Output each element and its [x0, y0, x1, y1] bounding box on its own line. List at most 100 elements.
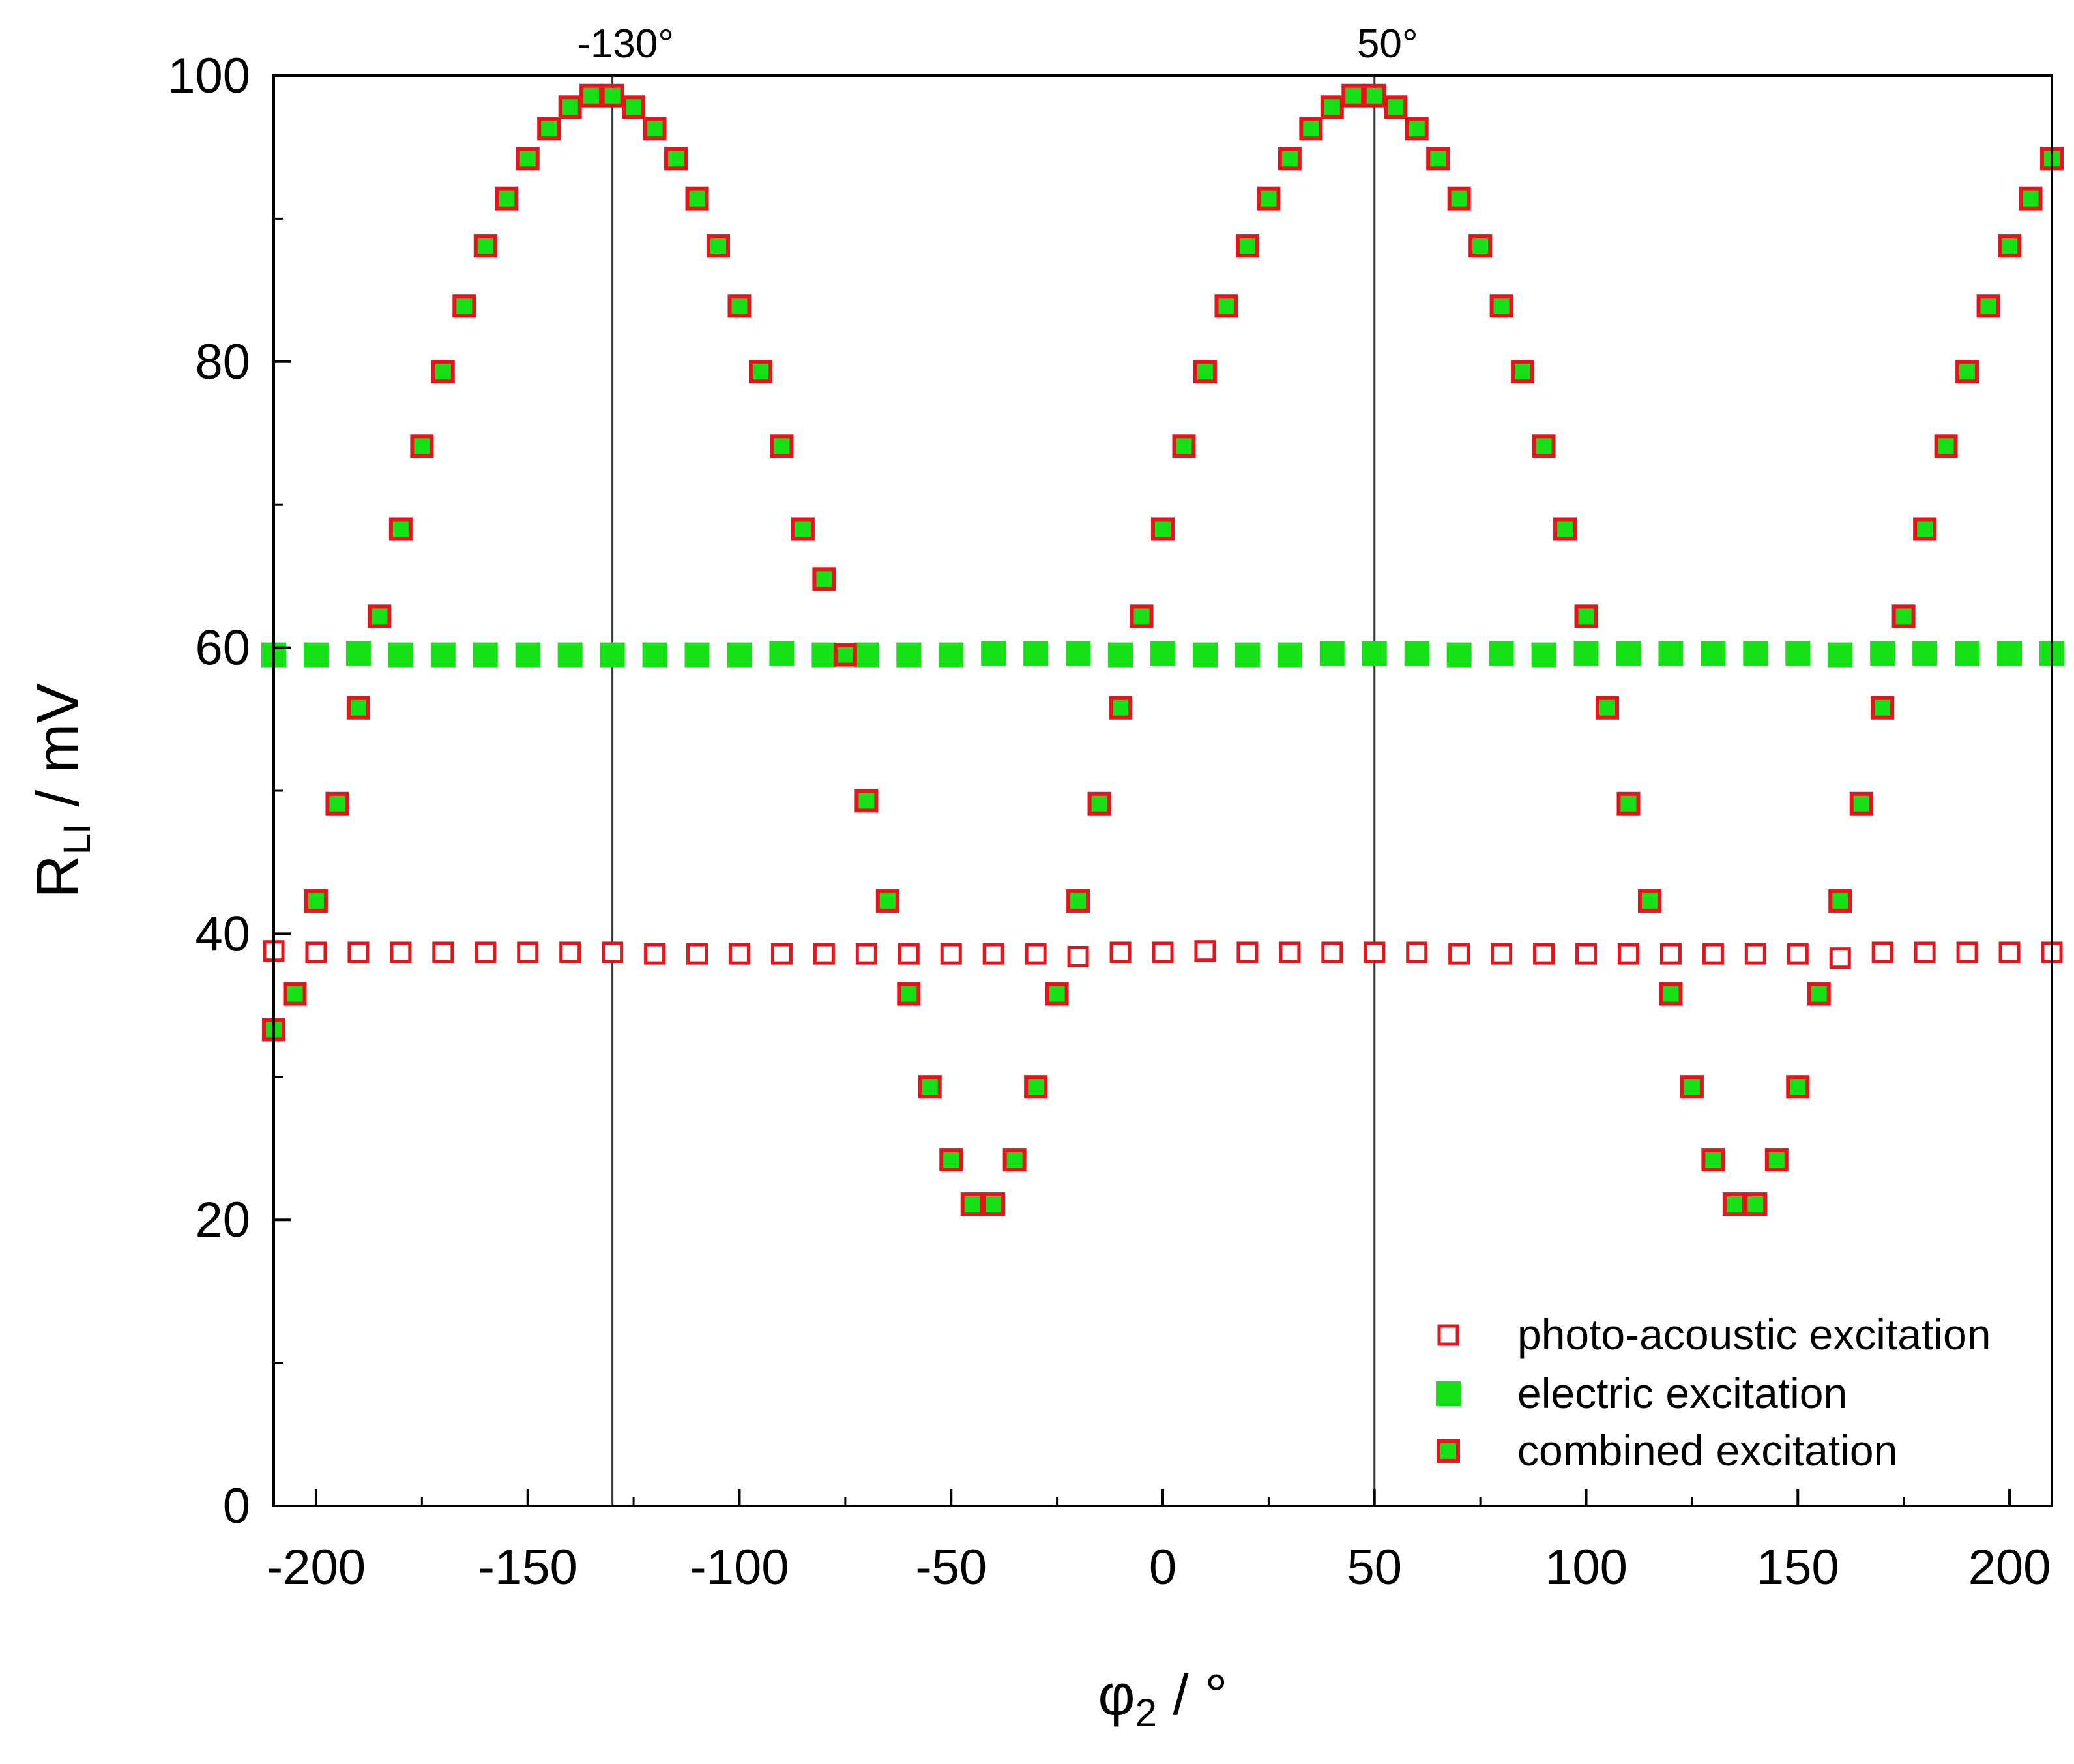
data-point-photo-acoustic: [517, 941, 539, 963]
data-point-photo-acoustic: [1194, 940, 1216, 962]
data-point-electric: [1658, 641, 1684, 666]
series-electric-excitation: [261, 641, 2064, 668]
data-point-photo-acoustic: [1279, 941, 1301, 963]
data-point-electric: [388, 642, 413, 668]
data-point-electric: [1785, 641, 1811, 666]
data-point-combined: [2019, 186, 2043, 211]
x-axis-title: φ2 / °: [1098, 1662, 1228, 1735]
data-point-photo-acoustic: [1533, 943, 1555, 965]
y-tick-label: 80: [195, 334, 250, 390]
data-point-combined: [1934, 434, 1958, 458]
data-point-electric: [769, 641, 795, 666]
data-point-electric: [1234, 642, 1260, 668]
data-point-electric: [727, 642, 752, 668]
series-layer: [261, 83, 2064, 1216]
data-point-combined: [1722, 1192, 1746, 1216]
data-point-photo-acoustic: [432, 941, 454, 963]
data-point-combined: [1489, 294, 1513, 318]
data-point-combined: [368, 604, 392, 628]
data-point-combined: [960, 1192, 984, 1216]
data-point-photo-acoustic: [1448, 943, 1470, 965]
data-point-combined: [1362, 83, 1386, 108]
data-point-electric: [600, 642, 625, 668]
data-point-combined: [1278, 147, 1302, 171]
data-point-combined: [579, 83, 604, 108]
data-point-combined: [1130, 604, 1154, 628]
data-point-combined: [918, 1075, 942, 1099]
data-point-combined: [346, 696, 370, 720]
x-tick-label: 150: [1757, 1540, 1839, 1595]
data-point-photo-acoustic: [602, 941, 624, 963]
data-point-photo-acoustic: [1659, 943, 1682, 965]
data-point-electric: [1192, 642, 1218, 668]
data-point-electric: [1319, 641, 1345, 666]
data-point-electric: [345, 641, 371, 666]
x-tick-label: -50: [915, 1540, 987, 1595]
data-point-photo-acoustic: [1491, 943, 1513, 965]
data-point-photo-acoustic: [1321, 941, 1343, 963]
legend-marker-photo-acoustic: [1437, 1324, 1459, 1346]
data-point-combined: [1468, 234, 1493, 258]
data-point-combined: [1976, 294, 2000, 318]
series-combined-excitation: [262, 83, 2064, 1216]
data-point-photo-acoustic: [1617, 943, 1639, 965]
data-point-combined: [325, 791, 349, 816]
data-point-combined: [1405, 117, 1429, 141]
data-point-combined: [1384, 95, 1408, 119]
data-point-combined: [1807, 982, 1831, 1006]
data-point-combined: [1320, 95, 1344, 119]
x-tick-label: 0: [1149, 1540, 1176, 1595]
y-tick-label: 60: [195, 621, 250, 676]
data-point-photo-acoustic: [1744, 943, 1766, 965]
data-point-photo-acoustic: [390, 941, 412, 963]
data-point-combined: [1998, 234, 2022, 258]
data-point-combined: [1828, 889, 1852, 913]
data-point-combined: [1087, 791, 1111, 816]
data-point-electric: [1023, 641, 1049, 666]
data-point-photo-acoustic: [305, 941, 327, 963]
data-point-combined: [1913, 517, 1937, 541]
data-point-photo-acoustic: [686, 943, 708, 965]
data-point-combined: [600, 83, 624, 108]
data-point-photo-acoustic: [1702, 943, 1724, 965]
data-point-photo-acoustic: [347, 941, 370, 963]
data-point-photo-acoustic: [1109, 941, 1132, 963]
data-point-combined: [1045, 982, 1069, 1006]
data-point-combined: [1151, 517, 1175, 541]
data-point-electric: [1743, 641, 1768, 666]
data-point-combined: [1447, 186, 1471, 211]
x-axis-title-rest: / °: [1157, 1662, 1228, 1727]
data-point-combined: [431, 360, 455, 384]
data-point-combined: [1193, 360, 1217, 384]
data-point-photo-acoustic: [1236, 941, 1259, 963]
data-point-combined: [1616, 791, 1641, 816]
data-point-photo-acoustic: [898, 943, 920, 965]
legend: photo-acoustic excitation electric excit…: [1436, 1310, 1991, 1475]
y-tick-label: 40: [195, 906, 250, 962]
data-point-electric: [515, 642, 540, 668]
data-point-combined: [1786, 1075, 1810, 1099]
data-point-photo-acoustic: [1998, 941, 2021, 963]
data-point-photo-acoustic: [475, 941, 497, 963]
data-point-photo-acoustic: [728, 943, 750, 965]
data-point-photo-acoustic: [1956, 941, 1978, 963]
data-point-photo-acoustic: [982, 943, 1004, 965]
data-point-combined: [1024, 1075, 1048, 1099]
data-point-combined: [1426, 147, 1450, 171]
data-point-photo-acoustic: [1406, 941, 1428, 963]
data-point-photo-acoustic: [1914, 941, 1936, 963]
data-point-combined: [1066, 889, 1090, 913]
data-point-combined: [812, 567, 836, 591]
data-point-combined: [664, 147, 688, 171]
y-axis-title: RLI / mV: [25, 683, 98, 898]
data-point-photo-acoustic: [1871, 941, 1893, 963]
data-point-combined: [1744, 1192, 1768, 1216]
data-point-combined: [388, 517, 413, 541]
data-point-photo-acoustic: [1067, 946, 1089, 968]
data-point-electric: [1108, 642, 1133, 668]
data-point-combined: [897, 982, 921, 1006]
data-point-combined: [473, 234, 497, 258]
data-point-electric: [1404, 641, 1429, 666]
data-point-combined: [1596, 696, 1619, 720]
data-point-photo-acoustic: [940, 943, 962, 965]
